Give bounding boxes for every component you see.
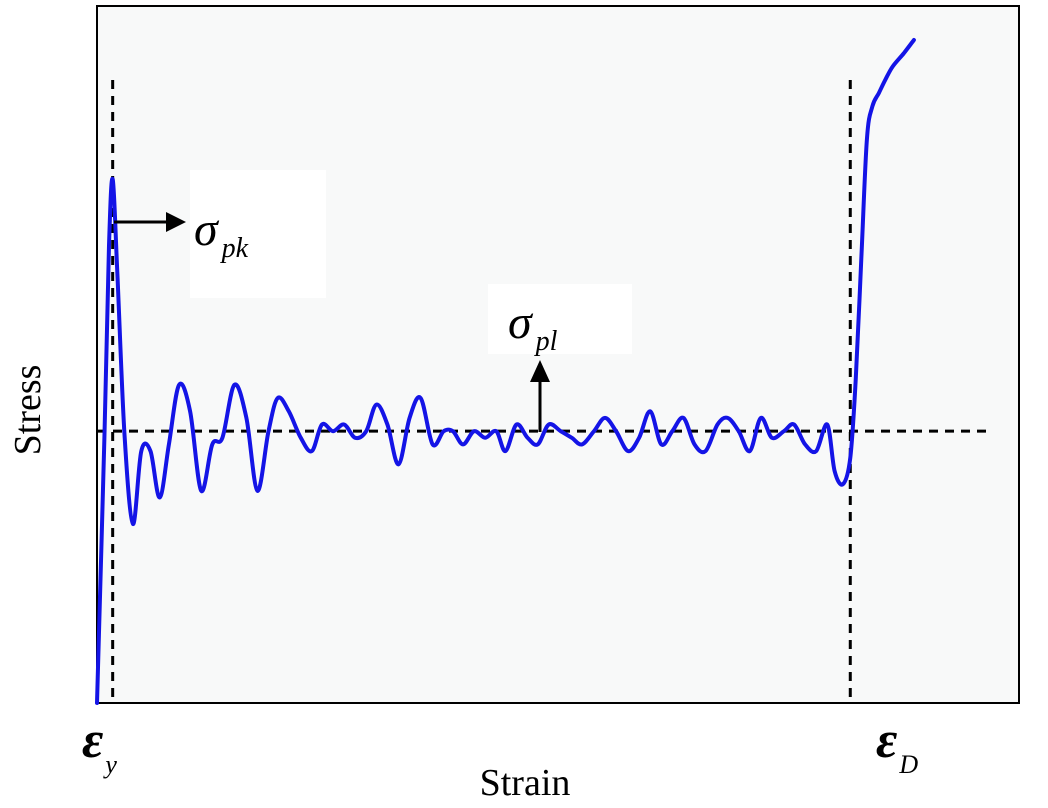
densification-strain-label: εD <box>876 712 918 779</box>
peak-sigma: σ <box>194 203 220 256</box>
densification-subscript: D <box>898 750 918 779</box>
yield-strain-label: εy <box>82 712 117 779</box>
x-axis-label: Strain <box>480 762 571 804</box>
plot-area <box>96 5 1020 704</box>
plateau-subscript: pl <box>534 326 558 357</box>
peak-label-box <box>190 170 326 298</box>
plateau-sigma: σ <box>508 296 534 349</box>
y-axis-label: Stress <box>7 365 49 456</box>
peak-arrow <box>114 212 186 232</box>
peak-stress-label: σ pk <box>194 203 249 264</box>
plateau-label-box <box>488 284 632 354</box>
plateau-stress-label: σ pl <box>508 296 558 357</box>
stress-strain-curve <box>95 38 916 705</box>
peak-subscript: pk <box>220 233 249 264</box>
densification-epsilon: ε <box>876 712 897 769</box>
yield-subscript: y <box>102 750 117 779</box>
yield-epsilon: ε <box>82 712 103 769</box>
plateau-arrow <box>530 360 550 432</box>
